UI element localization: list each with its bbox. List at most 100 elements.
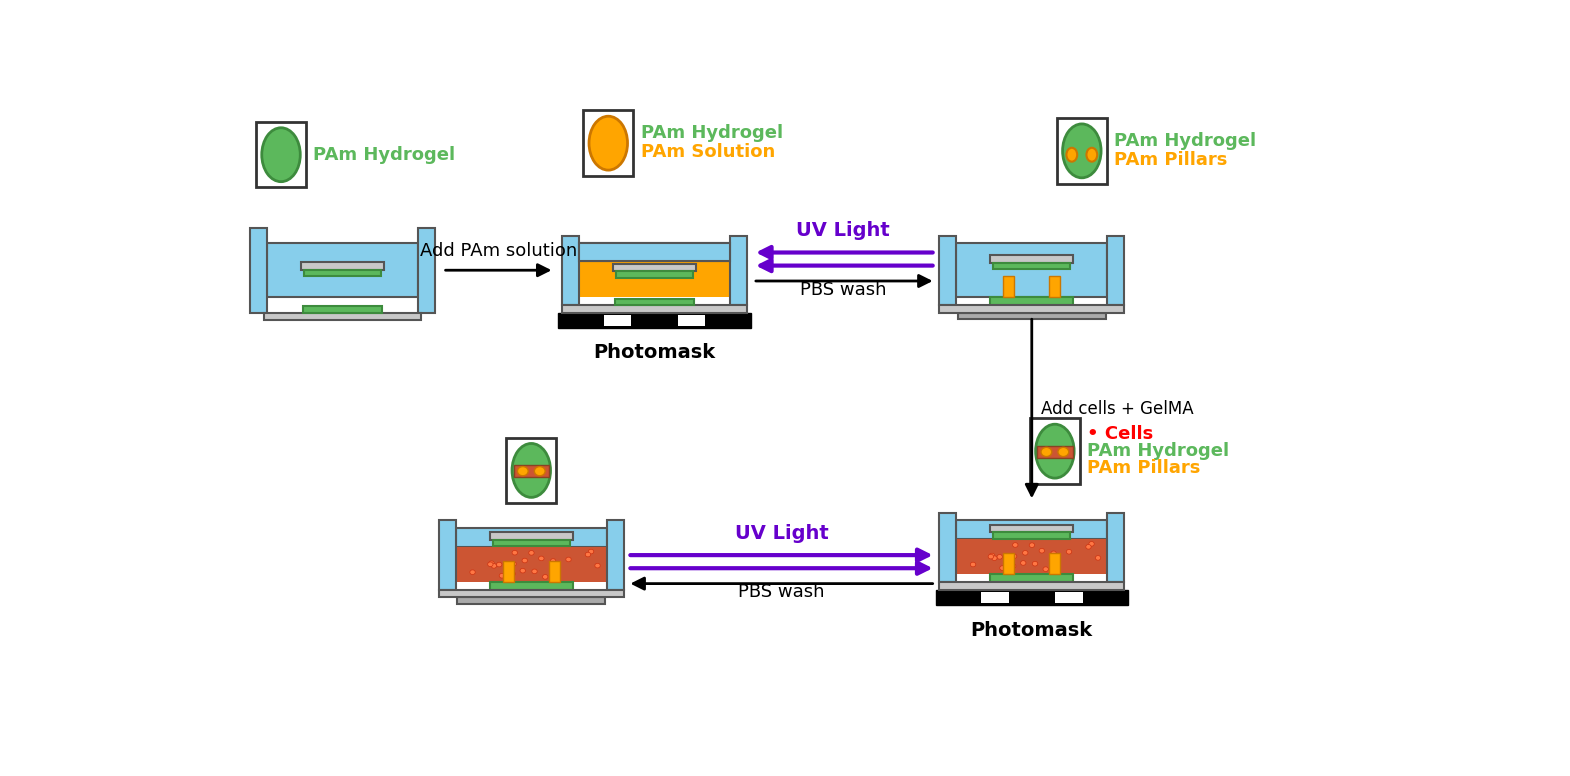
Bar: [1003, 553, 1014, 574]
Bar: [1030, 418, 1080, 484]
Bar: [455, 528, 606, 547]
Bar: [579, 243, 730, 261]
Text: PBS wash: PBS wash: [738, 584, 824, 601]
Ellipse shape: [1036, 424, 1074, 478]
Ellipse shape: [1011, 554, 1017, 559]
Bar: [603, 315, 631, 326]
Bar: [1049, 553, 1060, 574]
Text: PAm Solution: PAm Solution: [641, 144, 776, 161]
Bar: [256, 122, 306, 188]
Ellipse shape: [532, 569, 537, 573]
Ellipse shape: [1013, 542, 1017, 547]
Ellipse shape: [1058, 447, 1069, 456]
Bar: [612, 264, 696, 272]
Ellipse shape: [1041, 447, 1052, 456]
Bar: [994, 532, 1071, 539]
Bar: [502, 560, 513, 582]
Ellipse shape: [553, 561, 557, 566]
Ellipse shape: [551, 559, 556, 563]
Bar: [991, 297, 1074, 305]
Bar: [991, 255, 1074, 263]
Bar: [440, 521, 455, 590]
Text: UV Light: UV Light: [735, 524, 829, 543]
Text: Add PAm solution: Add PAm solution: [419, 242, 578, 261]
Ellipse shape: [1090, 542, 1094, 546]
Bar: [678, 315, 705, 326]
Bar: [730, 236, 747, 305]
Bar: [493, 540, 570, 546]
Ellipse shape: [512, 550, 518, 555]
Bar: [939, 236, 956, 305]
Bar: [615, 272, 692, 278]
Ellipse shape: [1050, 551, 1057, 556]
Bar: [303, 307, 382, 313]
Bar: [562, 305, 747, 313]
Ellipse shape: [1042, 566, 1049, 571]
Bar: [457, 598, 604, 604]
Bar: [981, 592, 1008, 603]
Text: PAm Hydrogel: PAm Hydrogel: [1115, 132, 1256, 150]
Bar: [1003, 275, 1014, 297]
Bar: [250, 228, 267, 313]
Bar: [562, 236, 579, 305]
Ellipse shape: [1000, 566, 1005, 570]
Ellipse shape: [1086, 147, 1097, 161]
Bar: [455, 547, 606, 582]
Ellipse shape: [496, 563, 502, 566]
Bar: [1057, 118, 1107, 184]
Text: Photomask: Photomask: [593, 343, 716, 362]
Bar: [559, 313, 750, 328]
Bar: [939, 305, 1124, 313]
Text: PBS wash: PBS wash: [799, 281, 887, 299]
Bar: [267, 243, 418, 297]
Bar: [956, 539, 1107, 574]
Ellipse shape: [1039, 549, 1044, 553]
Bar: [956, 521, 1107, 539]
Bar: [1049, 275, 1060, 297]
Bar: [1055, 592, 1083, 603]
Bar: [994, 263, 1071, 269]
Ellipse shape: [989, 553, 995, 558]
Ellipse shape: [1086, 545, 1091, 549]
Bar: [305, 270, 382, 276]
Ellipse shape: [510, 562, 517, 566]
Text: PAm Hydrogel: PAm Hydrogel: [641, 124, 783, 142]
Bar: [939, 513, 956, 582]
Bar: [440, 590, 623, 598]
Text: Photomask: Photomask: [970, 621, 1093, 639]
Bar: [1107, 513, 1124, 582]
Text: Add cells + GelMA: Add cells + GelMA: [1041, 400, 1193, 417]
Text: • Cells: • Cells: [1086, 425, 1154, 443]
Bar: [958, 313, 1105, 319]
Ellipse shape: [469, 570, 476, 574]
Ellipse shape: [565, 557, 571, 562]
Bar: [490, 582, 573, 590]
Bar: [939, 582, 1124, 590]
Bar: [956, 243, 1107, 297]
Ellipse shape: [1063, 124, 1101, 178]
Text: UV Light: UV Light: [796, 221, 890, 241]
Text: PAm Pillars: PAm Pillars: [1115, 151, 1228, 169]
Bar: [301, 262, 385, 270]
Bar: [550, 560, 560, 582]
Ellipse shape: [1033, 561, 1038, 566]
Ellipse shape: [488, 561, 495, 566]
Ellipse shape: [520, 568, 526, 573]
Bar: [1038, 445, 1072, 458]
Ellipse shape: [992, 556, 997, 560]
Text: PAm Pillars: PAm Pillars: [1086, 459, 1201, 477]
Ellipse shape: [970, 562, 975, 566]
Bar: [506, 438, 556, 503]
Ellipse shape: [595, 563, 600, 568]
Ellipse shape: [1066, 549, 1072, 554]
Ellipse shape: [534, 466, 545, 476]
Ellipse shape: [543, 574, 548, 579]
Ellipse shape: [1030, 543, 1035, 547]
Ellipse shape: [1011, 564, 1016, 568]
Ellipse shape: [488, 562, 493, 566]
Ellipse shape: [512, 443, 551, 497]
Ellipse shape: [589, 549, 593, 554]
Ellipse shape: [262, 128, 300, 182]
Bar: [418, 228, 435, 313]
Ellipse shape: [1066, 147, 1077, 161]
